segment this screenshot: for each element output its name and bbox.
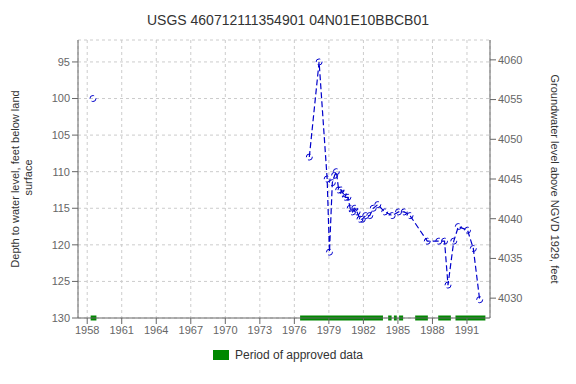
- svg-text:1973: 1973: [248, 324, 272, 336]
- svg-text:4040: 4040: [498, 213, 522, 225]
- svg-text:1985: 1985: [386, 324, 410, 336]
- svg-text:1982: 1982: [351, 324, 375, 336]
- svg-text:95: 95: [58, 56, 70, 68]
- html-text:Depth to water level, feet bel: Depth to water level, feet below land su…: [9, 90, 34, 268]
- svg-text:115: 115: [52, 202, 70, 214]
- svg-text:1967: 1967: [179, 324, 203, 336]
- svg-text:100: 100: [52, 92, 70, 104]
- svg-text:130: 130: [52, 312, 70, 324]
- html-text:Period of approved data: Period of approved data: [235, 348, 363, 362]
- svg-text:105: 105: [52, 129, 70, 141]
- svg-text:1964: 1964: [144, 324, 168, 336]
- svg-text:1976: 1976: [282, 324, 306, 336]
- svg-text:1958: 1958: [75, 324, 99, 336]
- svg-text:1988: 1988: [420, 324, 444, 336]
- svg-text:4060: 4060: [498, 54, 522, 66]
- svg-text:4035: 4035: [498, 252, 522, 264]
- svg-text:4055: 4055: [498, 93, 522, 105]
- svg-text:4050: 4050: [498, 133, 522, 145]
- svg-text:4030: 4030: [498, 292, 522, 304]
- html-text:USGS 460712111354901 04N01E10B: USGS 460712111354901 04N01E10BBCB01: [147, 12, 429, 28]
- svg-text:1961: 1961: [109, 324, 133, 336]
- svg-text:110: 110: [52, 166, 70, 178]
- html-text:Groundwater level above NGVD 1: Groundwater level above NGVD 1929, feet: [548, 74, 561, 284]
- svg-text:120: 120: [52, 239, 70, 251]
- svg-text:1970: 1970: [213, 324, 237, 336]
- svg-text:125: 125: [52, 275, 70, 287]
- svg-text:1991: 1991: [455, 324, 479, 336]
- svg-text:1979: 1979: [317, 324, 341, 336]
- svg-text:4045: 4045: [498, 173, 522, 185]
